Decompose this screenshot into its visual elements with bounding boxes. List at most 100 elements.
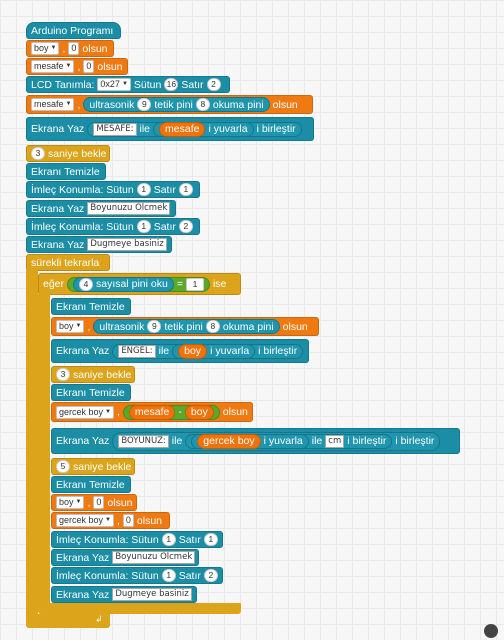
tetik-label: tetik pini <box>164 320 203 333</box>
set-var-boy-block[interactable]: boy ▼ , 0 olsun <box>51 494 137 511</box>
sutun-input[interactable]: 1 <box>136 220 151 233</box>
lcd-print-block[interactable]: Ekrana Yaz Dugmeye basiniz <box>51 586 197 603</box>
satir-input[interactable]: 2 <box>178 220 193 233</box>
lcd-init-block[interactable]: LCD Tanımla: 0x27 ▼ Sütun 16 Satır 2 <box>26 76 230 93</box>
lcd-print-block[interactable]: Ekrana Yaz Boyunuzu Olcmek <box>26 200 176 217</box>
wait-block[interactable]: 5 saniye bekle <box>51 458 135 475</box>
forever-loop-block[interactable]: sürekli tekrarla <box>26 254 110 271</box>
set-var-mesafe-block[interactable]: mesafe ▼ , 0 olsun <box>26 58 128 75</box>
var-dropdown[interactable]: boy ▼ <box>56 496 85 509</box>
set-ultrasonic-boy-block[interactable]: boy ▼ , ultrasonik 9 tetik pini 8 okuma p… <box>51 317 319 336</box>
wait-block[interactable]: 3 saniye bekle <box>51 366 135 383</box>
print-label: Ekrana Yaz <box>56 345 110 357</box>
sutun-input[interactable]: 16 <box>164 78 179 91</box>
var-name: mesafe <box>34 99 64 109</box>
set-ultrasonic-mesafe-block[interactable]: mesafe ▼ , ultrasonik 9 tetik pini 8 okum… <box>26 95 313 114</box>
satir-input[interactable]: 2 <box>206 78 221 91</box>
loop-arrow-icon: ↲ <box>95 614 103 624</box>
sutun-label: Sütun <box>133 78 162 91</box>
round-reporter[interactable]: mesafe i yuvarla <box>153 121 254 137</box>
trig-pin-input[interactable]: 9 <box>147 320 162 333</box>
var-reporter-boy[interactable]: boy <box>184 404 214 420</box>
var-reporter-boy[interactable]: boy <box>178 343 208 359</box>
text-input[interactable]: Boyunuzu Olcmek <box>87 202 171 215</box>
sutun-input[interactable]: 1 <box>161 533 176 546</box>
join-inner-reporter[interactable]: gercek boy i yuvarla ile cm i birleştir <box>185 433 393 449</box>
seconds-input[interactable]: 3 <box>56 368 70 381</box>
join-reporter[interactable]: ENGEL: ile boy i yuvarla i birleştir <box>112 343 304 359</box>
unit-text-input[interactable]: cm <box>325 434 345 448</box>
digital-read-reporter[interactable]: 4 sayısal pini oku <box>73 276 174 292</box>
var-reporter-gercek-boy[interactable]: gercek boy <box>197 433 261 449</box>
var-dropdown[interactable]: boy ▼ <box>56 320 85 333</box>
var-dropdown[interactable]: gercek boy ▼ <box>56 405 114 419</box>
satir-input[interactable]: 1 <box>178 183 193 196</box>
value-input[interactable]: 0 <box>122 514 134 527</box>
lcd-cursor-block[interactable]: İmleç Konumla: Sütun 1 Satır 1 <box>26 181 200 198</box>
subtract-reporter[interactable]: mesafe - boy <box>122 404 220 420</box>
compare-reporter[interactable]: 4 sayısal pini oku = 1 <box>67 276 210 292</box>
var-reporter-mesafe[interactable]: mesafe <box>159 121 206 137</box>
seconds-input[interactable]: 3 <box>31 147 45 160</box>
var-dropdown[interactable]: boy ▼ <box>31 42 60 55</box>
pin-input[interactable]: 4 <box>79 277 94 291</box>
join-reporter[interactable]: MESAFE: ile mesafe i yuvarla i birleştir <box>87 121 302 137</box>
print-label: Ekrana Yaz <box>56 551 110 564</box>
satir-input[interactable]: 1 <box>203 533 218 546</box>
arduino-program-hat[interactable]: Arduino Programı <box>26 22 121 39</box>
satir-label: Satır <box>178 569 201 582</box>
set-var-gercek-boy-block[interactable]: gercek boy ▼ , 0 olsun <box>51 512 170 529</box>
join-reporter[interactable]: BOYUNUZ: ile gercek boy i yuvarla ile cm… <box>112 431 441 451</box>
lcd-addr-dropdown[interactable]: 0x27 ▼ <box>97 78 131 91</box>
lcd-print-block[interactable]: Ekrana Yaz Dugmeye basiniz <box>26 236 172 253</box>
echo-pin-input[interactable]: 8 <box>195 98 210 111</box>
text-input[interactable]: Dugmeye basiniz <box>87 238 167 251</box>
trash-icon[interactable] <box>484 624 498 638</box>
lcd-print-block[interactable]: Ekrana Yaz Boyunuzu Olcmek <box>51 549 199 566</box>
if-block[interactable]: eğer 4 sayısal pini oku = 1 ise <box>38 273 241 295</box>
text-input[interactable]: BOYUNUZ: <box>118 434 169 448</box>
text-input[interactable]: ENGEL: <box>118 344 156 358</box>
echo-pin-input[interactable]: 8 <box>205 320 220 333</box>
trig-pin-input[interactable]: 9 <box>137 98 152 111</box>
satir-label: Satır <box>153 183 176 196</box>
var-dropdown[interactable]: mesafe ▼ <box>31 60 75 73</box>
compare-value-input[interactable]: 1 <box>185 277 204 291</box>
lcd-cursor-block[interactable]: İmleç Konumla: Sütun 1 Satır 2 <box>26 218 200 235</box>
lcd-print-mesafe-block[interactable]: Ekrana Yaz MESAFE: ile mesafe i yuvarla … <box>26 117 314 141</box>
lcd-clear-block[interactable]: Ekranı Temizle <box>51 384 131 401</box>
set-gercek-boy-block[interactable]: gercek boy ▼ , mesafe - boy olsun <box>51 402 253 422</box>
var-reporter-mesafe[interactable]: mesafe <box>128 404 176 420</box>
lcd-cursor-block[interactable]: İmleç Konumla: Sütun 1 Satır 2 <box>51 567 223 584</box>
lcd-clear-block[interactable]: Ekranı Temizle <box>51 298 131 315</box>
value-input[interactable]: 0 <box>83 60 95 73</box>
clear-label: Ekranı Temizle <box>56 300 125 313</box>
text-input[interactable]: Dugmeye basiniz <box>112 588 192 601</box>
seconds-input[interactable]: 5 <box>56 460 70 473</box>
lcd-print-boyunuz-block[interactable]: Ekrana Yaz BOYUNUZ: ile gercek boy i yuv… <box>51 428 460 454</box>
value-input[interactable]: 0 <box>93 496 105 509</box>
round-reporter[interactable]: gercek boy i yuvarla <box>191 433 309 449</box>
satir-label: Satır <box>153 220 176 233</box>
ise-label: ise <box>212 278 227 290</box>
text-input[interactable]: MESAFE: <box>93 122 137 136</box>
lcd-clear-block[interactable]: Ekranı Temizle <box>51 476 131 493</box>
ultrasonic-reporter[interactable]: ultrasonik 9 tetik pini 8 okuma pini <box>83 97 270 112</box>
sutun-input[interactable]: 1 <box>161 569 176 582</box>
set-var-boy-block[interactable]: boy ▼ , 0 olsun <box>26 40 114 57</box>
text-input[interactable]: Boyunuzu Olcmek <box>112 551 196 564</box>
lcd-clear-block[interactable]: Ekranı Temizle <box>26 163 106 180</box>
round-reporter[interactable]: boy i yuvarla <box>172 343 256 359</box>
satir-input[interactable]: 2 <box>203 569 218 582</box>
comma: , <box>62 42 66 55</box>
value-input[interactable]: 0 <box>68 42 80 55</box>
var-dropdown[interactable]: mesafe ▼ <box>31 98 75 111</box>
lcd-cursor-block[interactable]: İmleç Konumla: Sütun 1 Satır 1 <box>51 531 223 548</box>
lcd-label: LCD Tanımla: <box>31 78 95 91</box>
sutun-input[interactable]: 1 <box>136 183 151 196</box>
okuma-label: okuma pini <box>212 98 264 111</box>
var-dropdown[interactable]: gercek boy ▼ <box>56 514 114 527</box>
lcd-print-engel-block[interactable]: Ekrana Yaz ENGEL: ile boy i yuvarla i bi… <box>51 339 309 363</box>
wait-block[interactable]: 3 saniye bekle <box>26 145 110 162</box>
ultrasonic-reporter[interactable]: ultrasonik 9 tetik pini 8 okuma pini <box>93 319 280 334</box>
